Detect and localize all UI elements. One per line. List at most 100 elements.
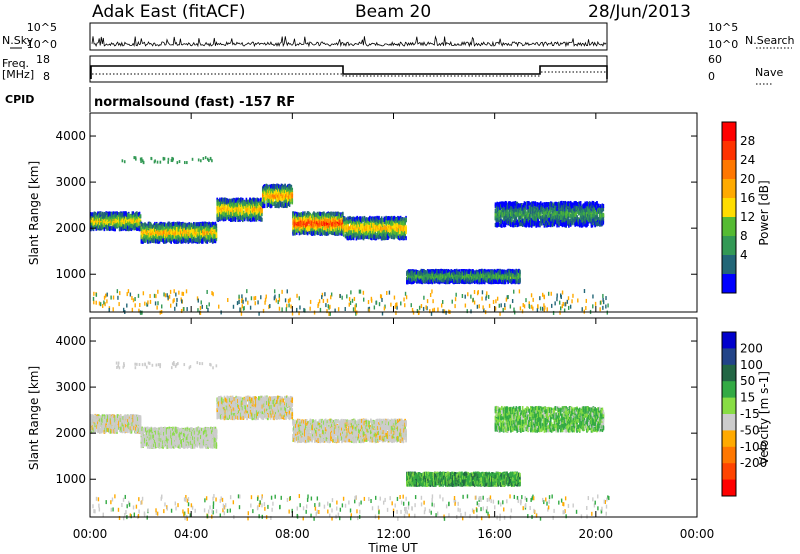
band-cell <box>92 221 95 226</box>
band-cell <box>119 214 122 219</box>
scatter-cell <box>425 305 427 310</box>
scatter-cell <box>126 292 128 297</box>
band-cell <box>102 223 105 228</box>
band-cell <box>150 223 153 228</box>
scatter-cell <box>264 297 267 302</box>
scatter-cell <box>431 289 433 294</box>
band-cell <box>123 216 126 221</box>
beam-title: Beam 20 <box>355 2 431 22</box>
band-cell <box>167 227 170 232</box>
scatter-cell <box>326 298 329 303</box>
scatter-cell <box>139 303 141 308</box>
band-cell <box>145 234 147 239</box>
band-cell <box>159 224 162 229</box>
scatter-cell <box>599 300 602 305</box>
scatter-cell <box>170 303 172 308</box>
band-cell <box>176 235 179 240</box>
band-cell <box>122 220 125 225</box>
band-cell <box>163 225 165 230</box>
scatter-cell <box>285 307 288 312</box>
band-cell <box>131 225 134 230</box>
band-cell <box>155 223 158 228</box>
scatter-cell <box>289 297 291 302</box>
band-cell <box>164 225 167 230</box>
band-cell <box>118 223 120 228</box>
scatter-cell <box>142 291 145 296</box>
band-cell <box>123 212 126 217</box>
scatter-cell <box>117 295 119 300</box>
band-cell <box>90 227 92 232</box>
scatter-cell <box>571 299 573 304</box>
scatter-cell <box>236 301 239 306</box>
scatter-cell <box>238 294 240 299</box>
scatter-cell <box>207 307 209 312</box>
band-cell <box>104 221 107 226</box>
band-cell <box>162 234 164 239</box>
band-cell <box>152 224 154 229</box>
band-cell <box>151 231 154 236</box>
band-cell <box>98 213 100 218</box>
scatter-cell <box>146 302 149 307</box>
band-cell <box>149 226 152 231</box>
band-cell <box>174 227 177 232</box>
scatter-cell <box>175 302 178 307</box>
scatter-cell <box>543 303 545 308</box>
band-cell <box>155 225 157 230</box>
band-cell <box>99 211 101 216</box>
scatter-cell <box>481 290 484 295</box>
band-cell <box>130 219 133 224</box>
scatter-cell <box>157 289 159 294</box>
scatter-cell <box>241 304 244 309</box>
scatter-cell <box>583 289 586 294</box>
band-cell <box>158 239 161 244</box>
scatter-cell <box>163 292 165 297</box>
scatter-cell <box>164 293 167 298</box>
band-cell <box>146 227 149 232</box>
scatter-cell <box>317 302 320 307</box>
scatter-cell <box>351 298 354 303</box>
scatter-cell <box>258 311 260 316</box>
band-cell <box>136 220 138 225</box>
band-cell <box>108 223 110 228</box>
band-cell <box>108 217 111 222</box>
scatter-cell <box>544 305 546 310</box>
cpid-label: CPID <box>5 93 34 106</box>
scatter-cell <box>103 295 106 300</box>
band-cell <box>158 225 161 230</box>
scatter-cell <box>106 292 108 297</box>
band-cell <box>137 212 140 217</box>
band-cell <box>176 222 179 227</box>
band-cell <box>138 218 141 223</box>
band-cell <box>110 216 113 221</box>
band-cell <box>183 232 185 237</box>
band-cell <box>90 218 92 223</box>
scatter-cell <box>208 302 210 307</box>
band-cell <box>127 225 129 230</box>
scatter-cell <box>511 299 514 304</box>
scatter-cell <box>326 309 328 314</box>
freq-panel-frame <box>89 55 608 83</box>
band-cell <box>136 213 138 218</box>
band-cell <box>132 214 135 219</box>
band-cell <box>92 213 95 218</box>
scatter-cell <box>321 295 323 300</box>
scatter-cell <box>495 299 497 304</box>
band-cell <box>148 223 151 228</box>
scatter-cell <box>537 304 539 309</box>
scatter-cell <box>349 300 352 305</box>
band-cell <box>90 225 93 230</box>
scatter-cell <box>99 302 102 307</box>
band-cell <box>112 221 115 226</box>
band-cell <box>116 212 118 217</box>
band-cell <box>143 238 145 243</box>
band-cell <box>160 237 163 242</box>
scatter-cell <box>383 306 386 311</box>
band-cell <box>146 223 148 228</box>
scatter-cell <box>504 306 506 311</box>
band-cell <box>166 236 169 241</box>
band-cell <box>171 235 173 240</box>
band-cell <box>127 215 130 220</box>
band-cell <box>147 239 150 244</box>
band-cell <box>143 235 145 240</box>
band-cell <box>118 214 120 219</box>
